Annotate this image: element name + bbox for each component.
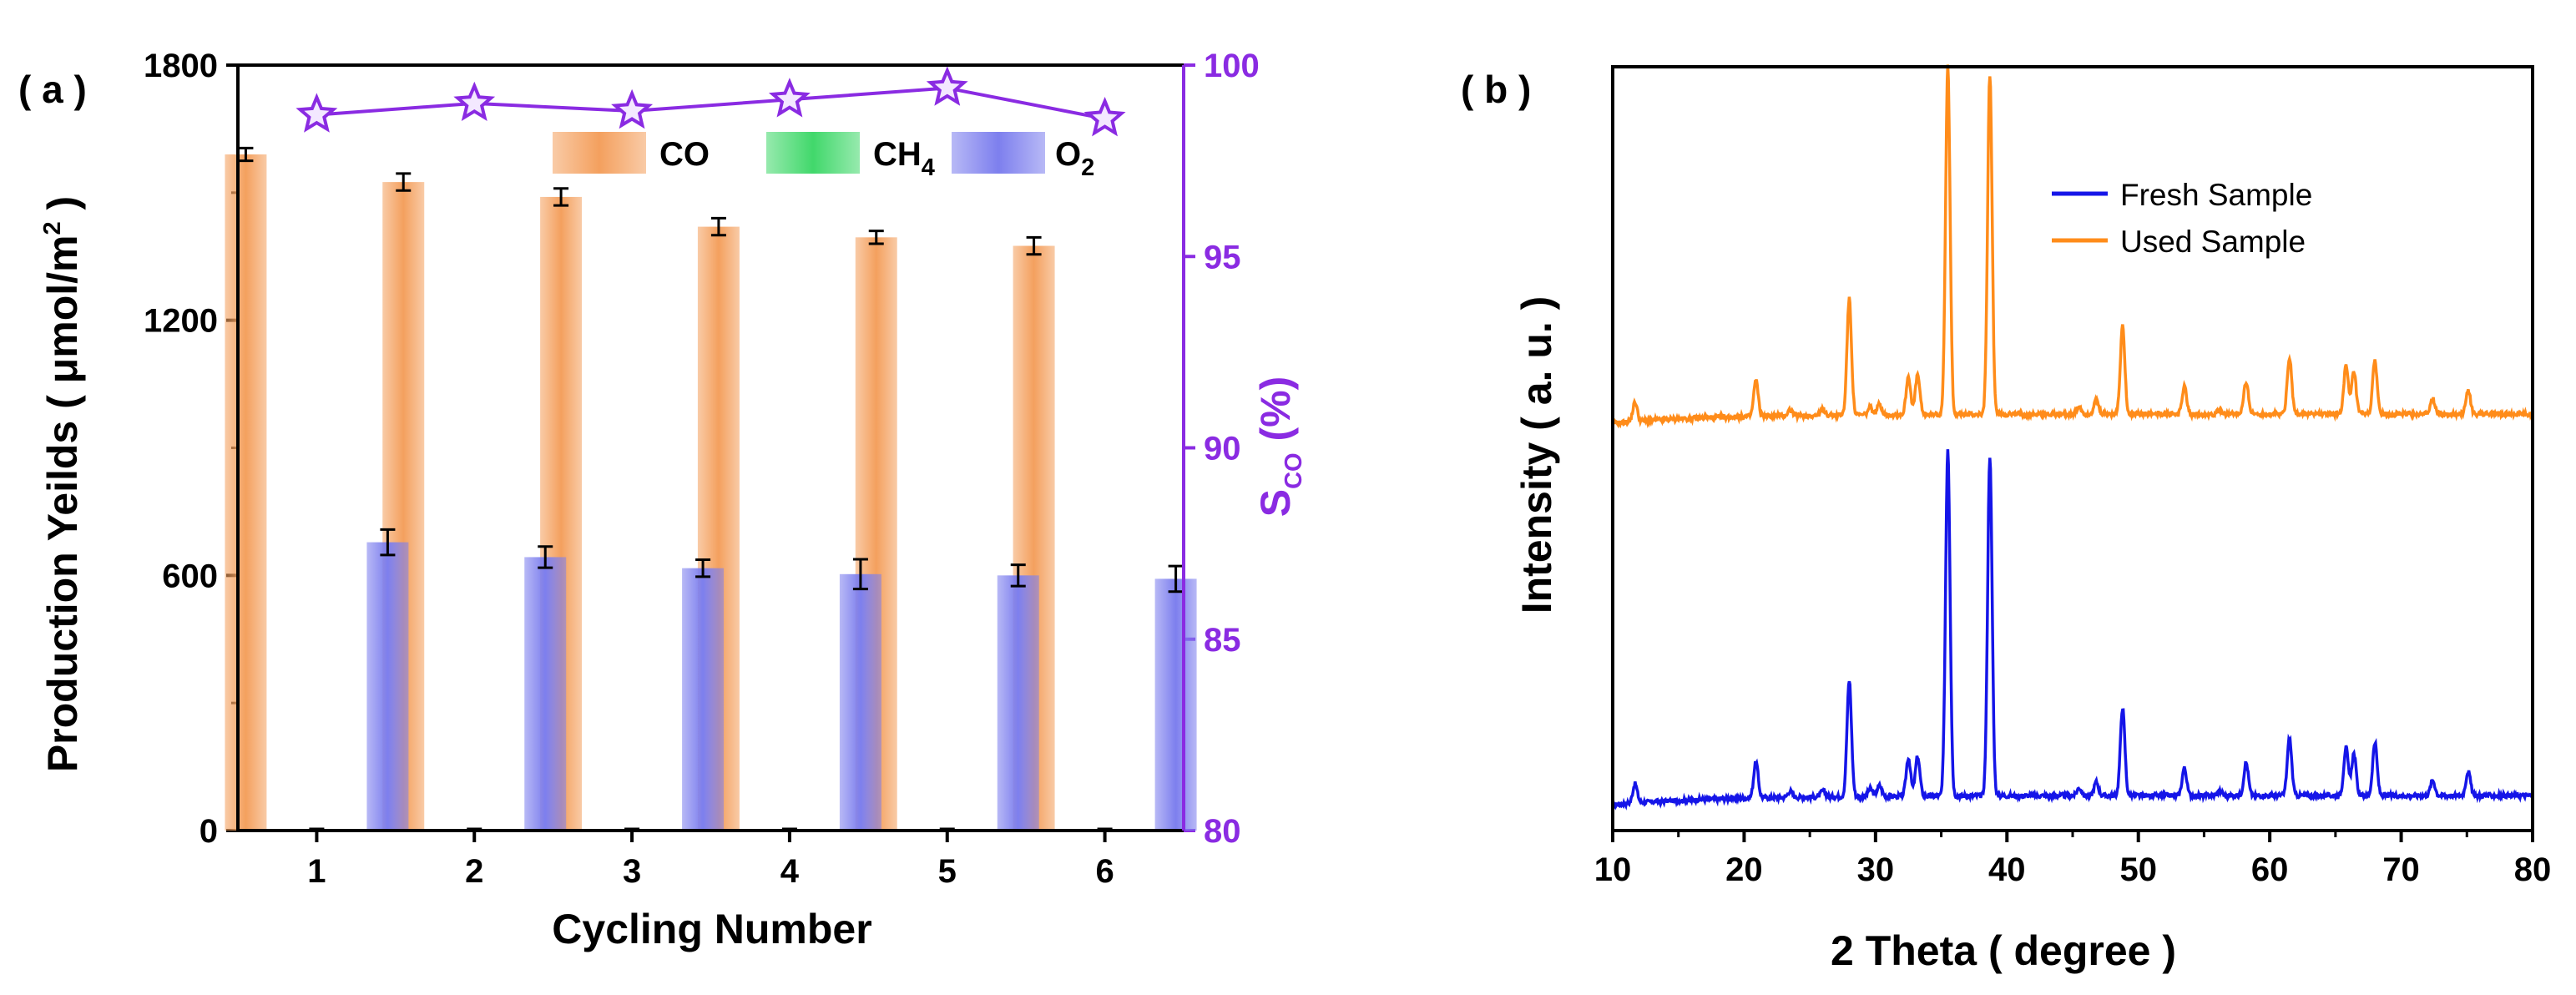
bar-o2 [997, 575, 1039, 831]
bar-o2 [1154, 578, 1197, 831]
error-bar [695, 558, 711, 578]
selectivity-star-marker [611, 88, 654, 129]
x-tick-label: 70 [2382, 851, 2420, 888]
panel-b-curves [1612, 64, 2534, 812]
selectivity-star-marker [453, 81, 496, 122]
bar-o2 [682, 568, 725, 831]
panel-b-ticks: 10 20 30 40 50 60 70 80 [1594, 831, 2552, 888]
bar-o2 [839, 573, 881, 831]
panel-a-bars [225, 146, 1197, 831]
error-bar [380, 528, 396, 557]
x-tick-label: 30 [1857, 851, 1895, 888]
error-bar [553, 187, 569, 207]
panel-a-x-axis-title: Cycling Number [552, 906, 871, 952]
legend-swatch-o2 [952, 132, 1045, 174]
panel-b-label: ( b ) [1461, 68, 1531, 111]
error-bar [1010, 563, 1026, 588]
panel-a-axes [236, 63, 1185, 832]
bar-o2 [524, 557, 567, 831]
y2-tick-label: 100 [1204, 48, 1260, 84]
selectivity-star-marker [1083, 97, 1126, 137]
y-tick-label: 600 [162, 558, 218, 594]
x-tick-label: 6 [1095, 853, 1114, 890]
panel-a: ( a ) Production Yeilds ( μmol/m2 ) SCO … [18, 48, 1307, 952]
x-tick-label: 2 [465, 853, 483, 890]
selectivity-star-marker [768, 78, 811, 118]
legend-swatch-co [553, 132, 646, 174]
y-tick-label: 1800 [144, 48, 218, 84]
legend-label-co: CO [659, 136, 710, 173]
y-tick-label: 1200 [144, 303, 218, 340]
error-bar [238, 146, 254, 163]
panel-a-y2-axis-title: SCO (%) [1252, 376, 1307, 518]
panel-b-x-axis-title: 2 Theta ( degree ) [1831, 927, 2176, 974]
panel-b-legend: Fresh Sample Used Sample [2052, 178, 2312, 259]
panel-b-frame [1611, 65, 2534, 832]
panel-a-y-axis-title: Production Yeilds ( μmol/m2 ) [39, 196, 86, 772]
y-tick-label: 0 [200, 813, 218, 850]
error-bar [852, 558, 868, 591]
error-bar [538, 545, 553, 569]
y2-tick-label: 85 [1204, 622, 1241, 659]
selectivity-star-marker [926, 66, 968, 106]
legend-label-ch4: CH4 [873, 136, 935, 181]
legend-swatch-ch4 [766, 132, 860, 174]
bar-co [225, 154, 267, 831]
y2-tick-label: 95 [1204, 239, 1241, 275]
panel-a-legend: CO CH4 O2 [553, 132, 1094, 181]
x-tick-label: 5 [938, 853, 957, 890]
x-tick-label: 1 [307, 853, 326, 890]
error-bar [868, 230, 884, 245]
bar-o2 [366, 542, 409, 831]
legend-label-used: Used Sample [2120, 225, 2306, 259]
panel-a-ticks: 0 600 1200 1800 80 85 90 95 100 1 2 3 4 5 6 [144, 48, 1260, 890]
error-bar [710, 216, 726, 237]
legend-label-o2: O2 [1055, 136, 1094, 181]
x-tick-label: 4 [780, 853, 800, 890]
error-bar [1168, 564, 1184, 593]
panel-b: ( b ) Intensity ( a. u. ) 2 Theta ( degr… [1461, 64, 2552, 974]
selectivity-polyline [316, 86, 1105, 121]
panel-b-y-axis-title: Intensity ( a. u. ) [1513, 296, 1560, 614]
error-bar [396, 172, 412, 192]
panel-a-label: ( a ) [18, 68, 87, 111]
x-tick-label: 40 [1988, 851, 2026, 888]
xrd-curve-fresh [1612, 449, 2534, 812]
y2-tick-label: 90 [1204, 431, 1241, 467]
y2-tick-label: 80 [1204, 813, 1241, 850]
x-tick-label: 3 [623, 853, 641, 890]
xrd-curve-used [1612, 64, 2534, 429]
error-bar [1026, 235, 1042, 256]
x-tick-label: 60 [2251, 851, 2289, 888]
legend-label-fresh: Fresh Sample [2120, 178, 2312, 212]
selectivity-star-marker [295, 93, 338, 133]
panel-a-selectivity-line [295, 66, 1126, 137]
x-tick-label: 50 [2119, 851, 2157, 888]
x-tick-label: 10 [1594, 851, 1632, 888]
x-tick-label: 80 [2514, 851, 2552, 888]
x-tick-label: 20 [1725, 851, 1763, 888]
